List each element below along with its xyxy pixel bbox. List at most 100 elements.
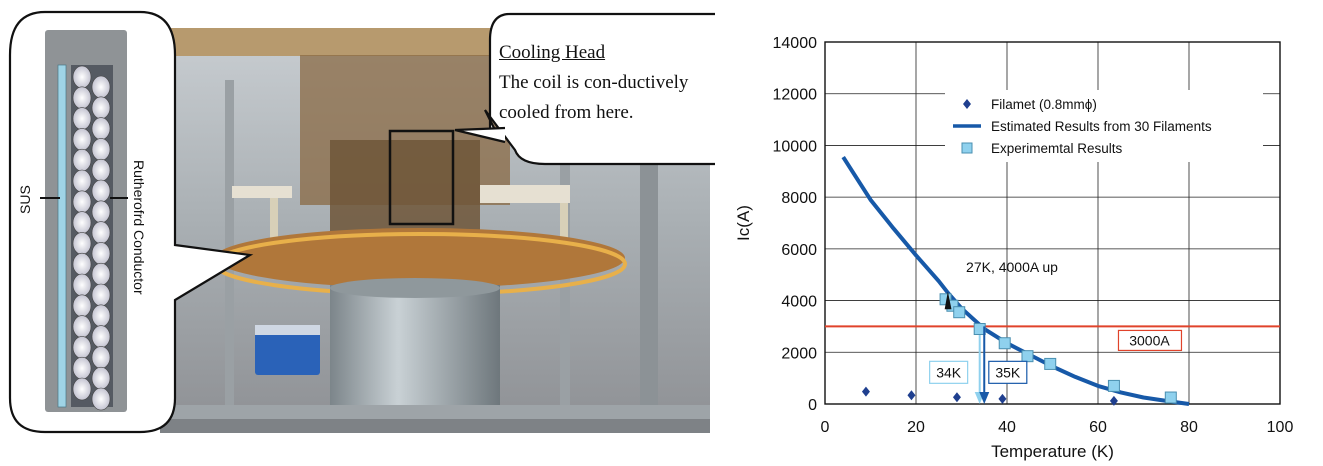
callout-bubble (484, 12, 715, 166)
experimental-point (1021, 350, 1034, 363)
filament-strand (91, 283, 111, 307)
estimated-results-line (841, 156, 1190, 406)
x-tick-label: 100 (1267, 419, 1294, 436)
blue-box (255, 330, 320, 375)
filament-point (998, 393, 1007, 404)
filament-strand (91, 366, 111, 390)
y-tick-label: 4000 (781, 294, 817, 311)
filament-stack (72, 65, 111, 411)
floor-frame (160, 419, 710, 433)
filament-strand (91, 96, 111, 120)
sus-strip (57, 64, 67, 408)
filament-strand (91, 179, 111, 203)
filament-strand (72, 190, 92, 214)
inset-label-rutherford: Rutherofrd Conductor (131, 160, 147, 295)
inset-label-sus: SUS (17, 185, 33, 215)
x-tick-label: 0 (821, 419, 830, 436)
ic-temperature-chart: 0 20 40 60 80 100 0 2000 4000 6000 8000 10000 12000 1… (735, 0, 1323, 466)
axis-layer: 0 20 40 60 80 100 0 2000 4000 6000 8000 10000 12000 1… (773, 35, 1294, 436)
legend-swatch (961, 142, 973, 154)
coil-disk (215, 228, 625, 288)
legend-box (945, 90, 1263, 162)
y-tick-label: 8000 (781, 190, 817, 207)
experimental-point (1044, 357, 1057, 370)
filament-point (907, 390, 916, 401)
threshold-label-box (1117, 329, 1183, 352)
experimental-point (998, 337, 1011, 350)
x-tick-label: 60 (1089, 419, 1107, 436)
annotation-27k-arrow (944, 291, 952, 310)
filament-point (1109, 395, 1118, 406)
x-tick-label: 20 (907, 419, 925, 436)
y-tick-label: 6000 (781, 242, 817, 259)
floor-frame (160, 405, 710, 419)
support-rod (480, 185, 570, 203)
filament-strand (72, 211, 92, 234)
support-rod (232, 186, 292, 198)
filament-strand (72, 232, 92, 255)
filament-point (952, 392, 961, 403)
callout-text: Cooling Head The coil is con-ductively c… (499, 38, 739, 128)
cooling-head-highlight (388, 129, 455, 226)
threshold-label: 3000A (1129, 332, 1170, 348)
filament-strand (72, 169, 92, 193)
y-tick-label: 14000 (773, 35, 818, 52)
filament-strand (91, 304, 111, 328)
filament-strand (91, 200, 111, 224)
legend-label: Filamet (0.8mmϕ) (991, 97, 1097, 112)
x-tick-label: 80 (1180, 419, 1198, 436)
filament-strand (72, 252, 92, 276)
cryostat-cylinder (330, 285, 500, 405)
filament-strand (91, 117, 111, 140)
experimental-point (1164, 391, 1177, 404)
filament-strand (72, 148, 92, 172)
arrow-35k-head (979, 392, 990, 404)
plot-frame (824, 41, 1281, 405)
filament-strand (91, 262, 111, 286)
filament-strand (91, 158, 111, 182)
y-tick-label: 12000 (773, 87, 818, 104)
filament-strand (72, 273, 92, 297)
cooling-head-photo (8, 10, 715, 434)
filament-strand (72, 65, 92, 89)
filament-point (861, 386, 870, 397)
filament-strand (72, 336, 92, 359)
legend-swatch (963, 99, 971, 109)
filament-strand (91, 75, 111, 99)
support-rod (560, 190, 568, 270)
annotation-35k-box (988, 360, 1028, 384)
annotation-layer: 3000A 27K, 4000A up 34K 35K (929, 259, 1183, 404)
x-tick-label: 40 (998, 419, 1016, 436)
filament-strand (72, 294, 92, 318)
annotation-34k: 34K (936, 364, 962, 380)
filament-strand (72, 377, 92, 401)
filament-strand (91, 221, 111, 244)
filament-strand (91, 242, 111, 265)
filament-strand (72, 315, 92, 338)
experimental-point (1107, 379, 1120, 392)
callout-body: The coil is con-ductively cooled from he… (499, 72, 689, 123)
filament-strand (72, 86, 92, 110)
filament-strand (91, 346, 111, 369)
filament-strand (91, 138, 111, 161)
annotation-35k: 35K (995, 364, 1021, 380)
cryostat-cylinder-top (330, 278, 500, 298)
y-tick-label: 0 (808, 397, 817, 414)
callout-title: Cooling Head (499, 42, 606, 63)
x-axis-title: Temperature (K) (991, 442, 1114, 461)
chart-svg: 0 20 40 60 80 100 0 2000 4000 6000 8000 10000 12000 1… (735, 35, 1294, 461)
frame-post (225, 80, 234, 410)
annotation-27k: 27K, 4000A up (966, 259, 1058, 275)
y-tick-label: 10000 (773, 138, 818, 155)
y-tick-label: 2000 (781, 345, 817, 362)
filament-strand (91, 387, 111, 411)
support-rod (270, 190, 278, 270)
filament-strand (72, 107, 92, 130)
annotation-34k-box (929, 360, 969, 384)
filament-strand (72, 128, 92, 151)
filament-strand (72, 356, 92, 380)
experimental-point (953, 306, 966, 319)
y-axis-title: Ic(A) (735, 205, 753, 241)
legend-layer: Filamet (0.8mmϕ) Estimated Results from 3… (945, 90, 1263, 162)
legend-label: Experimemtal Results (991, 141, 1123, 156)
